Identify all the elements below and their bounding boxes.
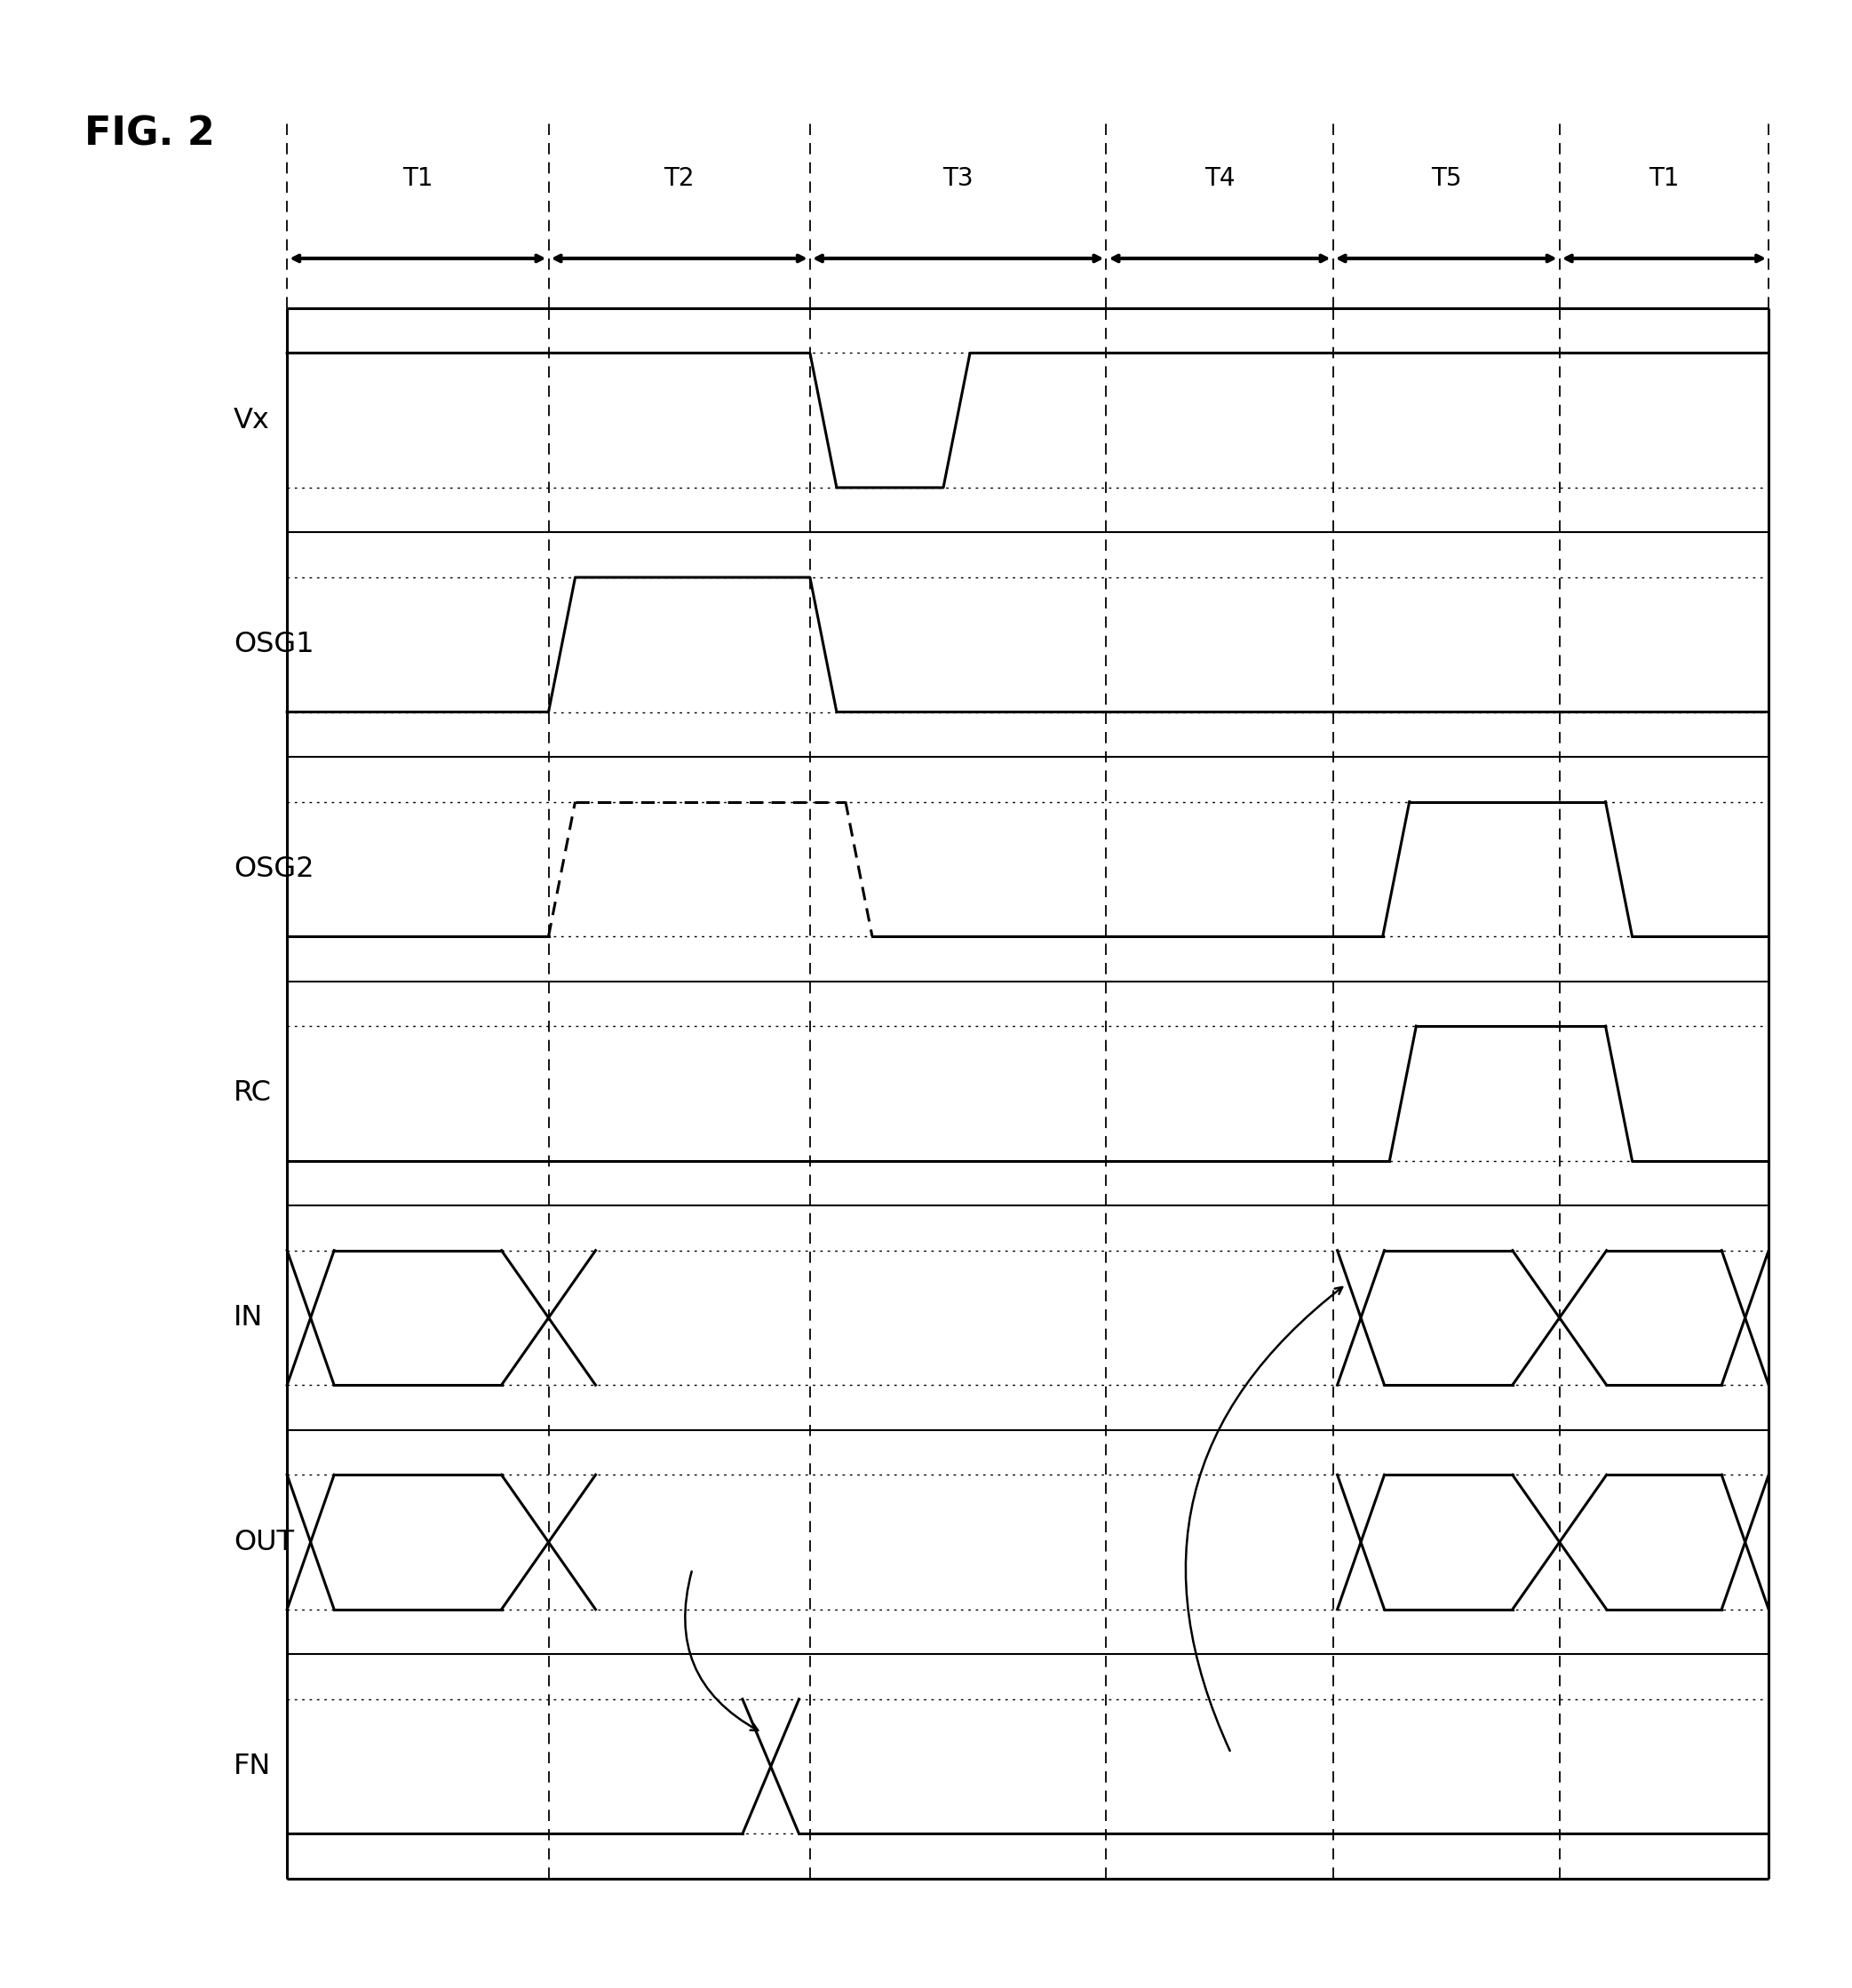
Text: OUT: OUT bbox=[233, 1529, 294, 1557]
Text: OSG2: OSG2 bbox=[233, 855, 315, 883]
Text: IN: IN bbox=[233, 1304, 263, 1332]
Text: T1: T1 bbox=[402, 167, 433, 191]
Text: FN: FN bbox=[233, 1753, 270, 1779]
Text: T5: T5 bbox=[1432, 167, 1461, 191]
Text: FIG. 2: FIG. 2 bbox=[85, 115, 215, 153]
Text: T2: T2 bbox=[663, 167, 694, 191]
Text: Vx: Vx bbox=[233, 408, 270, 433]
Text: OSG1: OSG1 bbox=[233, 630, 315, 658]
Text: RC: RC bbox=[233, 1079, 272, 1107]
Text: T3: T3 bbox=[943, 167, 974, 191]
Text: T4: T4 bbox=[1204, 167, 1235, 191]
Text: T1: T1 bbox=[1648, 167, 1680, 191]
